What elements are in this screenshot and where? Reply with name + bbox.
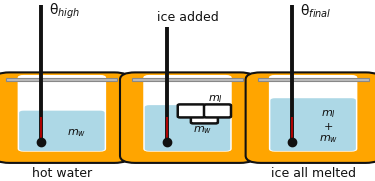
FancyBboxPatch shape: [269, 75, 357, 152]
Text: $m_w$: $m_w$: [193, 124, 212, 136]
Bar: [6, 78, 117, 81]
Text: ice all melted: ice all melted: [271, 167, 356, 180]
Text: ice added: ice added: [157, 10, 218, 24]
FancyBboxPatch shape: [191, 110, 218, 123]
Bar: [132, 78, 243, 81]
FancyBboxPatch shape: [19, 111, 105, 151]
FancyBboxPatch shape: [204, 104, 231, 117]
FancyBboxPatch shape: [246, 72, 375, 163]
FancyBboxPatch shape: [120, 72, 255, 163]
FancyBboxPatch shape: [18, 75, 106, 152]
FancyBboxPatch shape: [178, 104, 205, 117]
Text: θ$_{final}$: θ$_{final}$: [300, 2, 332, 20]
Text: $m_I$
+
$m_w$: $m_I$ + $m_w$: [318, 109, 338, 145]
Text: θ$_{high}$: θ$_{high}$: [49, 1, 80, 20]
Text: hot water: hot water: [32, 167, 92, 180]
Bar: [258, 78, 369, 81]
FancyBboxPatch shape: [145, 105, 230, 151]
Text: $m_w$: $m_w$: [67, 127, 87, 138]
FancyBboxPatch shape: [143, 75, 232, 152]
Text: $m_I$: $m_I$: [208, 93, 223, 105]
FancyBboxPatch shape: [270, 98, 356, 151]
FancyBboxPatch shape: [0, 72, 129, 163]
